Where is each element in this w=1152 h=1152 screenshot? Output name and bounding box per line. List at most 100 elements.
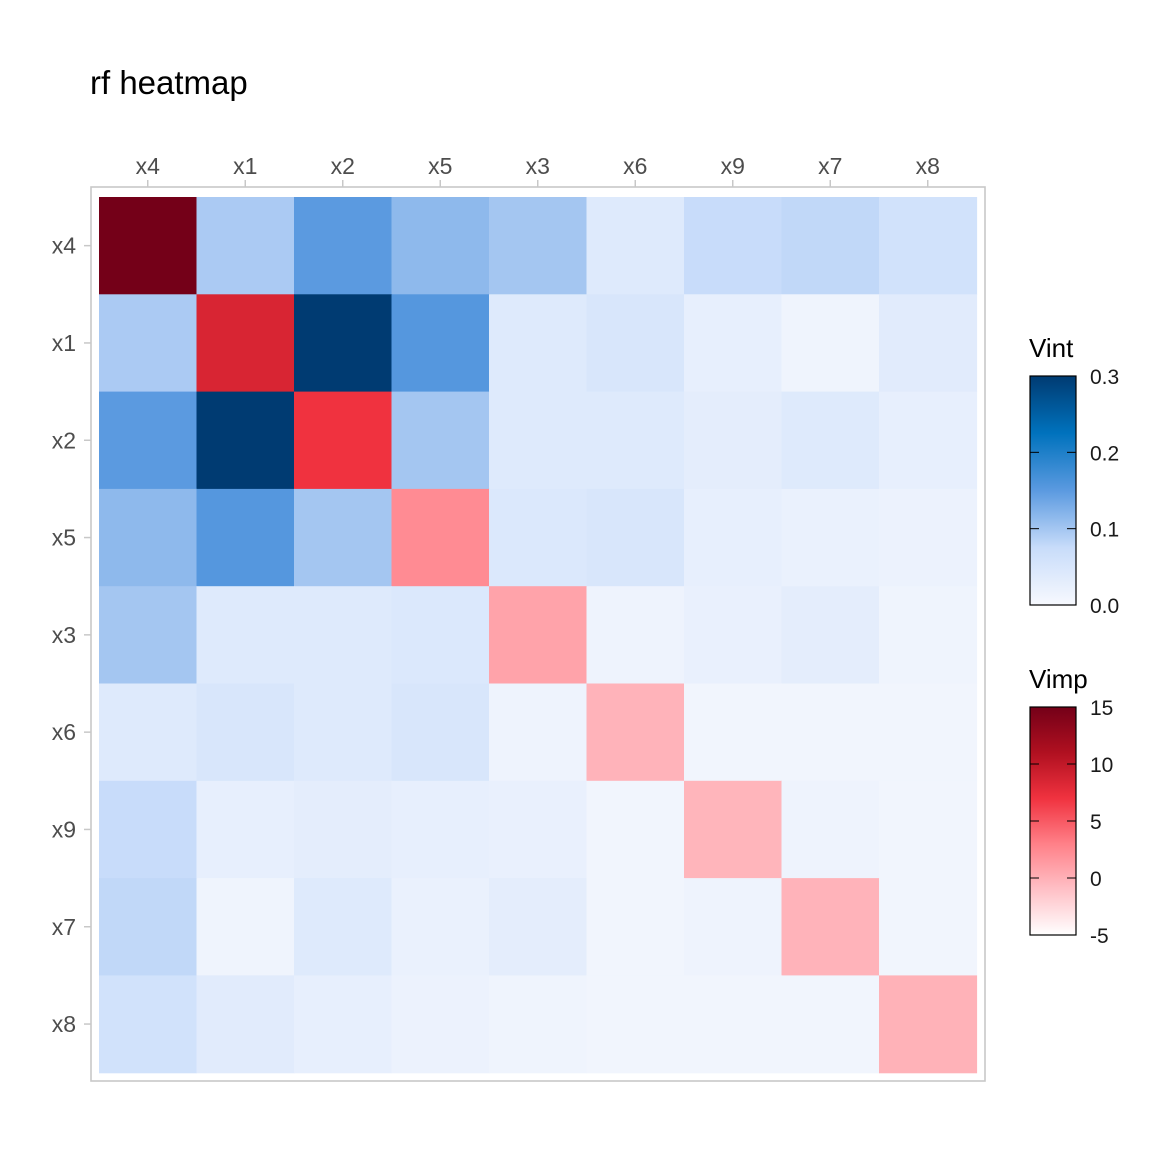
y-tick-label: x2 [52,427,76,453]
heatmap-cell-x2-x9 [684,391,783,490]
heatmap-cell-x7-x6 [586,878,685,976]
legend-tick-label: 0.2 [1090,442,1119,465]
legend-tick-label: 0.3 [1090,366,1119,389]
heatmap-cell-x5-x5 [391,488,490,587]
heatmap-cell-x6-x4 [99,683,198,782]
x-tick-label: x4 [136,153,161,179]
heatmap-cell-x9-x4 [99,780,198,879]
heatmap-cell-x7-x3 [489,878,588,976]
heatmap-cell-x5-x2 [294,488,393,587]
heatmap-cell-x3-x6 [586,586,685,685]
heatmap-cell-x8-x4 [99,975,198,1074]
heatmap-cell-x6-x9 [684,683,783,782]
heatmap-cell-x1-x2 [294,294,393,393]
heatmap-cell-x6-x3 [489,683,588,782]
legend-tick-label: 15 [1090,697,1113,720]
legend-tick-label: 0.1 [1090,519,1119,542]
heatmap-cell-x5-x6 [586,488,685,587]
x-tick-label: x2 [331,153,355,179]
heatmap-cell-x4-x9 [684,197,783,295]
heatmap-cell-x6-x6 [586,683,685,782]
x-tick-label: x6 [623,153,647,179]
x-tick-label: x9 [721,153,745,179]
heatmap-cell-x1-x1 [196,294,295,393]
heatmap-cell-x4-x7 [781,197,880,295]
heatmap-cell-x3-x2 [294,586,393,685]
heatmap-cell-x9-x7 [781,780,880,879]
heatmap-cell-x7-x7 [781,878,880,976]
legend-colorbar-vint [1029,375,1077,606]
heatmap-cell-x1-x9 [684,294,783,393]
y-tick-label: x5 [52,525,76,551]
heatmap-cell-x4-x8 [879,197,978,295]
heatmap-cell-x1-x4 [99,294,198,393]
heatmap-cell-x2-x7 [781,391,880,490]
y-tick-label: x3 [52,622,76,648]
legend-tick-label: 0 [1090,868,1102,891]
x-tick-label: x5 [428,153,452,179]
chart-title: rf heatmap [90,64,248,101]
heatmap-cell-x2-x2 [294,391,393,490]
heatmap-cell-x7-x8 [879,878,978,976]
heatmap-cell-x6-x5 [391,683,490,782]
heatmap-cell-x2-x3 [489,391,588,490]
heatmap-cell-x9-x9 [684,780,783,879]
heatmap-cell-x9-x6 [586,780,685,879]
y-tick-label: x9 [52,816,76,842]
heatmap-cell-x5-x4 [99,488,198,587]
heatmap-cell-x3-x5 [391,586,490,685]
heatmap-cell-x9-x2 [294,780,393,879]
heatmap-cell-x8-x1 [196,975,295,1074]
heatmap-cell-x1-x8 [879,294,978,393]
heatmap-cell-x5-x1 [196,488,295,587]
heatmap-cell-x1-x5 [391,294,490,393]
y-tick-label: x6 [52,719,76,745]
heatmap-cell-x7-x9 [684,878,783,976]
heatmap-cell-x4-x5 [391,197,490,295]
heatmap-cell-x6-x8 [879,683,978,782]
heatmap-cell-x8-x6 [586,975,685,1074]
heatmap-cell-x3-x7 [781,586,880,685]
y-tick-label: x7 [52,914,76,940]
heatmap-cell-x4-x3 [489,197,588,295]
heatmap-cell-x4-x4 [99,197,198,295]
legend-title-vimp: Vimp [1029,664,1088,694]
heatmap-cell-x4-x1 [196,197,295,295]
heatmap-cell-x5-x9 [684,488,783,587]
legend-tick-label: 0.0 [1090,595,1119,618]
heatmap-cells [99,197,978,1074]
heatmap-cell-x8-x2 [294,975,393,1074]
heatmap-cell-x1-x3 [489,294,588,393]
heatmap-cell-x4-x2 [294,197,393,295]
legend-tick-label: 5 [1090,811,1102,834]
heatmap-cell-x3-x3 [489,586,588,685]
heatmap-cell-x8-x3 [489,975,588,1074]
heatmap-cell-x7-x2 [294,878,393,976]
heatmap-cell-x6-x1 [196,683,295,782]
heatmap-cell-x8-x5 [391,975,490,1074]
heatmap-cell-x9-x1 [196,780,295,879]
legend-tick-label: 10 [1090,754,1113,777]
legends: Vint 0.0 0.1 0.2 0.3 Vimp -5 0 5 10 15 [1029,333,1119,948]
x-tick-label: x3 [526,153,550,179]
x-tick-label: x7 [818,153,842,179]
heatmap-cell-x3-x4 [99,586,198,685]
x-axis: x4 x1 x2 x5 x3 x6 x9 x7 x8 [136,153,940,187]
legend-tick-label: -5 [1090,925,1109,948]
heatmap-cell-x8-x7 [781,975,880,1074]
heatmap-cell-x6-x2 [294,683,393,782]
heatmap-cell-x5-x3 [489,488,588,587]
heatmap-cell-x9-x8 [879,780,978,879]
heatmap-cell-x4-x6 [586,197,685,295]
heatmap-cell-x1-x6 [586,294,685,393]
heatmap-cell-x6-x7 [781,683,880,782]
x-tick-label: x1 [233,153,257,179]
heatmap-cell-x5-x8 [879,488,978,587]
heatmap-cell-x5-x7 [781,488,880,587]
legend-title-vint: Vint [1029,333,1074,363]
heatmap-cell-x9-x5 [391,780,490,879]
heatmap-cell-x2-x6 [586,391,685,490]
y-tick-label: x4 [52,233,77,259]
y-axis: x4 x1 x2 x5 x3 x6 x9 x7 x8 [52,233,91,1037]
